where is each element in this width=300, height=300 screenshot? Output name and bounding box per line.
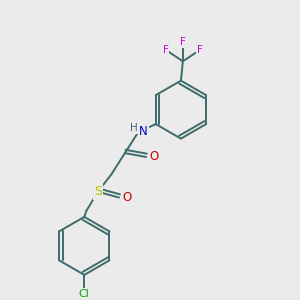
Text: F: F	[197, 45, 203, 55]
Text: O: O	[122, 191, 131, 204]
Text: F: F	[163, 45, 168, 55]
Text: S: S	[94, 185, 102, 198]
Text: Cl: Cl	[79, 289, 90, 299]
Text: O: O	[149, 151, 158, 164]
Text: H: H	[130, 123, 137, 133]
Text: N: N	[139, 125, 148, 138]
Text: F: F	[180, 37, 186, 47]
